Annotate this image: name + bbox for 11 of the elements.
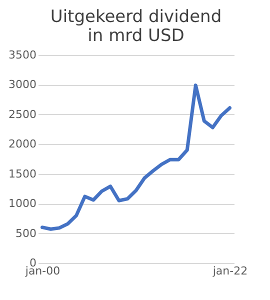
y-tick-label: 1000 [8,197,36,210]
y-tick-label: 500 [16,226,36,240]
line-series [40,84,232,231]
y-tick-label: 3000 [8,78,36,92]
text: in mrd USD [88,26,184,46]
x-tick-label: jan-22 [212,264,248,278]
y-tick-label: 1500 [8,167,36,180]
text: Uitgekeerd dividend [50,7,222,27]
y-tick-label: 2500 [8,108,36,121]
y-tick-label: 3500 [8,48,36,62]
y-tick-label: 2000 [8,138,36,151]
